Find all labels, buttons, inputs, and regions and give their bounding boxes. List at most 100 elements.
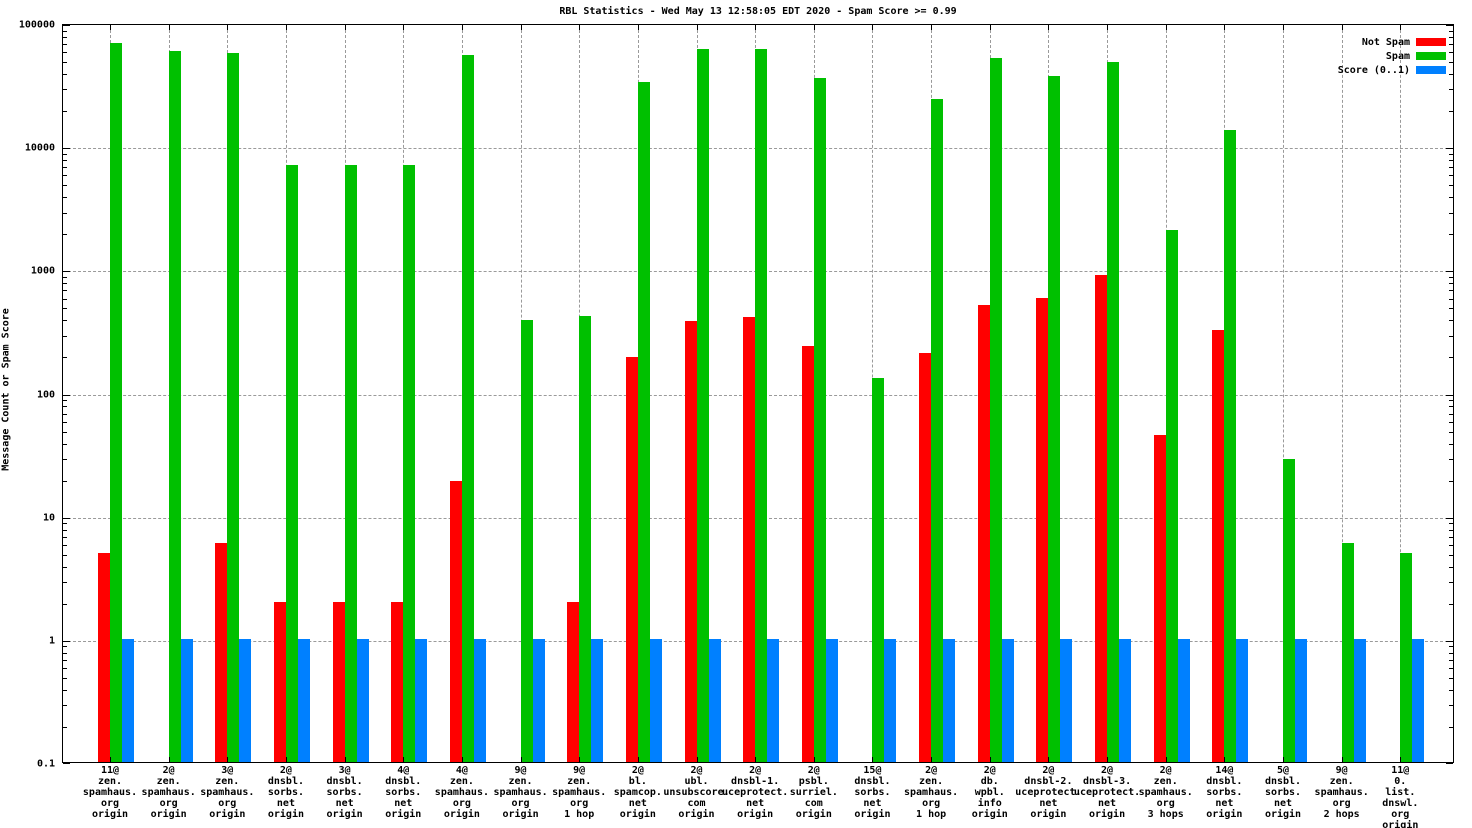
bar xyxy=(180,638,193,762)
y-minor-tick xyxy=(63,308,67,310)
x-tick xyxy=(168,25,170,30)
y-minor-tick xyxy=(1449,582,1453,584)
x-tick-label-line: spamhaus. xyxy=(141,787,196,798)
x-tick-label-line: 2 hops xyxy=(1323,809,1360,820)
x-tick-label-line: origin xyxy=(91,809,129,820)
x-tick-label-line: unsubscore. xyxy=(663,787,730,798)
x-tick xyxy=(872,25,874,30)
y-minor-tick xyxy=(1449,431,1453,433)
y-minor-tick xyxy=(63,74,67,75)
y-major-tick xyxy=(63,517,70,519)
x-tick-label-line: 3 hops xyxy=(1147,809,1184,820)
x-tick-label-line: origin xyxy=(267,809,304,820)
bar xyxy=(332,601,345,762)
x-tick-label-line: net xyxy=(1039,798,1058,809)
x-tick xyxy=(931,757,933,762)
x-tick-label: 9@ zen. spamhaus. org origin xyxy=(493,765,547,820)
x-tick-label-line: origin xyxy=(971,809,1008,820)
x-tick-label-line: dnsbl. xyxy=(385,776,422,787)
x-tick-label-line: spamhaus. xyxy=(552,787,607,798)
x-tick-label-line: 3@ xyxy=(221,765,234,776)
x-tick-label-line: spamcop. xyxy=(613,787,662,798)
y-minor-tick xyxy=(63,689,67,691)
y-minor-tick xyxy=(63,175,67,177)
y-minor-tick xyxy=(63,400,67,402)
y-major-tick xyxy=(63,640,70,642)
y-minor-tick xyxy=(63,52,67,54)
x-tick-label: 4@ zen. spamhaus. org origin xyxy=(435,765,489,820)
x-tick xyxy=(755,25,757,30)
x-tick xyxy=(1400,25,1402,30)
x-tick xyxy=(1048,757,1050,762)
y-minor-tick xyxy=(63,153,67,155)
bar xyxy=(989,57,1002,762)
x-tick-label-line: dnsbl-3. xyxy=(1082,776,1132,787)
y-minor-tick xyxy=(1449,659,1453,661)
y-minor-tick xyxy=(1449,212,1453,214)
x-tick-label-line: 2@ xyxy=(162,765,175,776)
y-minor-tick xyxy=(1449,298,1453,300)
y-minor-tick xyxy=(63,646,67,648)
x-tick-label-line: sorbs. xyxy=(326,787,363,798)
x-tick-label-line: zen. xyxy=(567,776,592,787)
x-tick-label-line: com xyxy=(804,798,823,809)
bar xyxy=(813,77,826,762)
x-tick-label-line: 2@ xyxy=(1042,765,1055,776)
x-tick-label-line: zen. xyxy=(215,776,240,787)
x-tick xyxy=(989,25,991,30)
x-tick-label-line: spamhaus. xyxy=(1138,787,1193,798)
bar xyxy=(931,99,944,762)
x-tick-label-line: info xyxy=(977,798,1002,809)
y-minor-tick xyxy=(1449,536,1453,538)
bar xyxy=(1212,330,1225,762)
x-tick-label-line: origin xyxy=(1088,809,1126,820)
x-tick-label-line: net xyxy=(1273,798,1293,809)
y-minor-tick xyxy=(1449,234,1453,236)
x-tick xyxy=(813,757,815,762)
bar xyxy=(273,601,286,762)
x-tick xyxy=(344,757,346,762)
y-minor-tick xyxy=(1449,603,1453,605)
legend-label: Spam xyxy=(1385,50,1410,62)
y-minor-tick xyxy=(63,677,67,679)
x-tick-label: 2@ zen. spamhaus. org 1 hop xyxy=(904,765,958,820)
x-tick-label-line: net xyxy=(335,798,354,809)
y-minor-tick xyxy=(63,283,67,285)
y-major-tick xyxy=(1446,640,1453,642)
x-tick-label-line: sorbs. xyxy=(854,787,891,798)
x-tick-label-line: 3@ xyxy=(338,765,351,776)
legend-label: Score (0..1) xyxy=(1337,64,1410,76)
y-minor-tick xyxy=(63,536,67,538)
x-tick-label-line: zen. xyxy=(1153,776,1178,787)
x-tick-label-line: sorbs. xyxy=(267,787,304,798)
x-tick-label: 5@ dnsbl. sorbs. net origin xyxy=(1265,765,1301,820)
y-minor-tick xyxy=(63,668,67,670)
x-tick-label: 3@ dnsbl. sorbs. net origin xyxy=(327,765,363,820)
x-tick-label-line: 0. xyxy=(1394,776,1407,787)
x-tick-label-line: 9@ xyxy=(1335,765,1348,776)
x-tick-label-line: origin xyxy=(150,809,187,820)
x-tick-label-line: org xyxy=(159,798,178,809)
y-minor-tick xyxy=(63,705,67,707)
x-tick-label-line: origin xyxy=(1030,809,1067,820)
bar xyxy=(1153,435,1166,762)
x-tick-label-line: zen. xyxy=(508,776,533,787)
bar xyxy=(344,165,357,762)
y-minor-tick xyxy=(1449,308,1453,310)
bar xyxy=(403,165,416,762)
x-tick xyxy=(110,25,111,30)
x-tick-label-line: net xyxy=(1098,798,1117,809)
bar xyxy=(1165,229,1178,762)
y-minor-tick xyxy=(63,320,67,322)
bar xyxy=(696,49,709,762)
y-minor-tick xyxy=(63,582,67,584)
bar xyxy=(977,305,990,762)
bar xyxy=(110,42,122,762)
x-tick-label: 2@ zen. spamhaus. org origin xyxy=(142,765,196,820)
x-tick-label-line: spamhaus. xyxy=(1314,787,1369,798)
bar xyxy=(297,638,310,762)
x-tick-label-line: 2@ xyxy=(1159,765,1172,776)
y-minor-tick xyxy=(1449,62,1453,64)
x-tick-label-line: origin xyxy=(209,809,246,820)
y-major-tick xyxy=(63,271,70,273)
